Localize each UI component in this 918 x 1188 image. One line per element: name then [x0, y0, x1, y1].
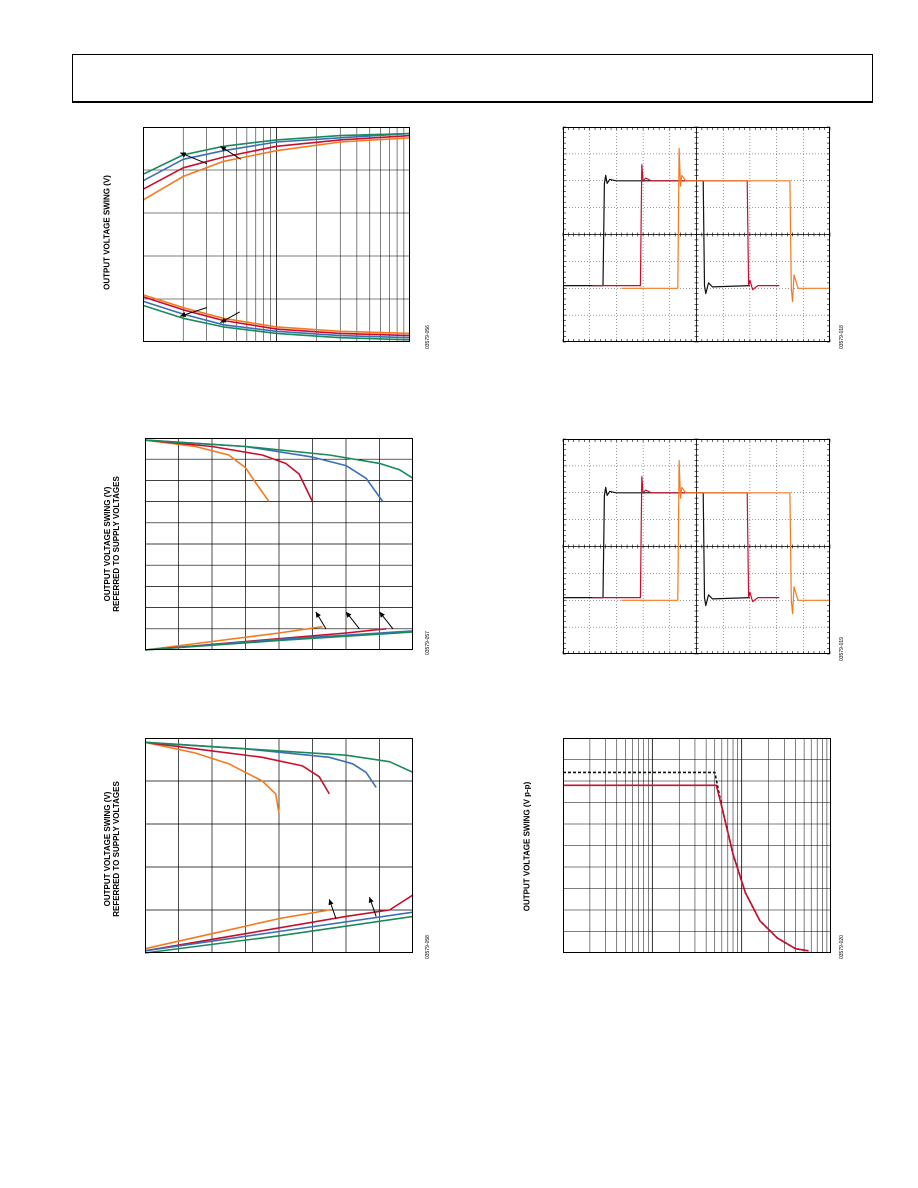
series-line-orange-0 [144, 741, 280, 814]
series-line-green-7 [144, 915, 414, 954]
figure-id: 03579-019 [839, 637, 845, 661]
figure-id: 03579-057 [425, 631, 431, 655]
series-line-red-1 [592, 475, 780, 603]
chart-panel-swing-vs-load-current-1: OUTPUT VOLTAGE SWING (V) REFERRED TO SUP… [90, 432, 450, 672]
annotation-arrowhead-2 [180, 312, 187, 318]
series-line-black-0 [563, 486, 750, 607]
y-axis-label: OUTPUT VOLTAGE SWING (V) [102, 175, 112, 290]
annotation-arrowhead-0 [180, 152, 187, 158]
plot-frame [145, 438, 413, 650]
plot-frame [563, 738, 831, 953]
annotation-arrowhead-1 [368, 897, 374, 904]
series-line-green-7 [142, 304, 411, 341]
series-line-red-1 [592, 163, 780, 291]
y-axis-label: OUTPUT VOLTAGE SWING (V p-p) [522, 781, 532, 912]
series-line-orange-2 [621, 459, 830, 615]
chart-p1 [142, 127, 411, 342]
plot-frame [145, 738, 413, 953]
figure-id: 03579-058 [425, 935, 431, 959]
series-line-red-1 [144, 439, 314, 502]
chart-p5 [562, 438, 831, 655]
chart-panel-output-swing-vs-frequency: OUTPUT VOLTAGE SWING (V) 03579-056 [90, 120, 450, 360]
series-line-red-1 [563, 784, 809, 952]
series-line-red-1 [142, 134, 411, 191]
series-line-red-1 [144, 741, 330, 795]
annotation-arrowhead-0 [328, 899, 334, 906]
annotation-arrowhead-2 [379, 611, 385, 618]
plot-frame [143, 127, 410, 342]
series-line-red-5 [144, 894, 414, 952]
annotation-arrowhead-3 [220, 317, 227, 323]
series-line-orange-4 [144, 909, 330, 950]
series-line-green-7 [144, 631, 414, 651]
grid [143, 127, 410, 342]
grid [145, 438, 413, 650]
series-line-orange-4 [144, 625, 323, 651]
plot-frame [563, 127, 830, 342]
chart-panel-scope-step-response-2: 03579-019 [540, 432, 870, 672]
series-line-red-5 [142, 296, 411, 337]
annotation-arrowhead-1 [346, 611, 352, 618]
series-line-blue-6 [142, 300, 411, 339]
series-line-orange-0 [142, 137, 411, 201]
series-line-green-3 [142, 132, 411, 176]
chart-panel-swing-vs-load-current-2: OUTPUT VOLTAGE SWING (V) REFERRED TO SUP… [90, 730, 450, 970]
grid [562, 438, 831, 655]
grid [562, 126, 831, 343]
chart-p4 [562, 126, 831, 343]
chart-p6 [563, 738, 831, 953]
series-line-blue-6 [144, 911, 414, 952]
grid [563, 738, 831, 953]
grid [145, 738, 413, 953]
series-line-orange-0 [144, 439, 270, 503]
series-line-black-0 [563, 174, 750, 295]
chart-p2 [144, 438, 414, 651]
annotation-arrowhead-0 [315, 611, 321, 618]
chart-p3 [144, 738, 414, 954]
chart-panel-swing-vs-frequency-vpp: OUTPUT VOLTAGE SWING (V p-p) 03579-020 [515, 730, 870, 970]
figure-id: 03579-056 [425, 325, 431, 349]
y-axis-label: OUTPUT VOLTAGE SWING (V) REFERRED TO SUP… [103, 781, 121, 917]
plot-frame [563, 439, 830, 654]
annotation-arrowhead-1 [220, 146, 227, 152]
y-axis-label: OUTPUT VOLTAGE SWING (V) REFERRED TO SUP… [103, 476, 121, 612]
series-line-green-3 [144, 741, 414, 774]
series-line-black-0 [563, 771, 809, 952]
series-line-green-3 [144, 439, 414, 479]
figure-id: 03579-020 [839, 935, 845, 959]
series-line-blue-2 [142, 132, 411, 182]
chart-panel-scope-step-response-1: 03579-018 [540, 120, 870, 360]
series-line-blue-2 [144, 439, 384, 503]
series-line-orange-2 [621, 147, 830, 303]
series-line-orange-4 [142, 293, 411, 335]
page-header-box [72, 54, 873, 103]
figure-id: 03579-018 [839, 325, 845, 349]
